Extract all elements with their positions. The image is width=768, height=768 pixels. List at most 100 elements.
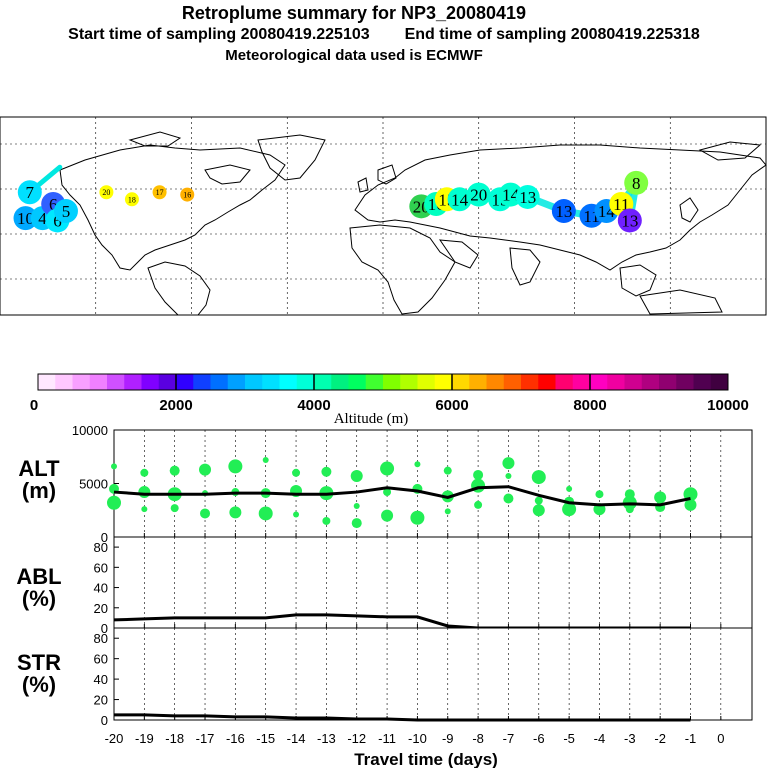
colorbar-swatch <box>538 374 556 390</box>
southeast-asia-coast <box>619 264 657 297</box>
alt-scatter-point <box>383 488 392 497</box>
plume-marker-label: 7 <box>26 183 35 202</box>
abl-title: ABL <box>16 564 62 589</box>
plume-marker-label: 11 <box>613 195 629 214</box>
str-unit: (%) <box>21 672 57 697</box>
colorbar-swatch <box>89 374 108 390</box>
colorbar-tick-label: 0 <box>30 397 38 414</box>
alt-scatter-point <box>503 493 514 504</box>
x-tick-label: 0 <box>717 731 724 746</box>
x-tick-label: -6 <box>533 731 545 746</box>
abl-panel: 0 20 40 60 80 <box>94 536 753 636</box>
colorbar-swatch <box>331 374 349 390</box>
colorbar-swatch <box>572 374 591 390</box>
alt-scatter-point <box>293 511 300 518</box>
colorbar-swatch <box>417 374 436 390</box>
plume-marker-label: 14 <box>502 186 520 205</box>
alt-scatter-point <box>353 502 360 509</box>
x-tick-label: -12 <box>347 731 366 746</box>
x-axis-labels: -20 -19 -18 -17 -16 -15 -14 -13 -12 -11 -10 -9 -8 -7-… <box>105 731 725 768</box>
plume-marker-small <box>180 187 195 202</box>
abl-panel-label: ABL (%) <box>4 566 74 610</box>
alt-scatter-point <box>107 495 121 510</box>
plume-marker-label: 10 <box>17 209 34 228</box>
alt-scatter-point <box>351 518 362 529</box>
x-tick-label: -15 <box>256 731 275 746</box>
colorbar-swatch <box>107 374 125 390</box>
hudson-bay-coast <box>204 164 251 185</box>
colorbar-swatch <box>72 374 91 390</box>
colorbar-frame <box>37 373 729 391</box>
colorbar-swatch <box>486 374 505 390</box>
plume-marker <box>624 170 649 195</box>
altitude-colorbar: 0 2000 4000 6000 8000 10000 <box>30 373 749 414</box>
plume-marker-label: 8 <box>632 174 641 193</box>
x-tick-label: -13 <box>317 731 336 746</box>
colorbar-tick-label: 6000 <box>435 397 468 414</box>
alt-panel-label: ALT (m) <box>4 458 74 502</box>
x-tick-label: -5 <box>563 731 575 746</box>
plume-marker-label: 6 <box>49 195 58 214</box>
colorbar-swatch <box>641 374 660 390</box>
africa-coast <box>349 224 456 315</box>
plume-marker-label: 20 <box>470 186 487 205</box>
south-america-coast <box>147 261 211 316</box>
x-tick-label: -7 <box>503 731 515 746</box>
colorbar-swatch <box>590 374 608 390</box>
plume-marker-small-label: 16 <box>183 191 191 200</box>
alt-scatter-point <box>169 465 180 476</box>
alt-scatter-point <box>200 508 211 519</box>
alt-scatter-point <box>381 509 394 522</box>
x-tick-label: -10 <box>408 731 427 746</box>
colorbar-swatch <box>279 374 298 390</box>
alt-scatter-point <box>410 510 425 525</box>
alt-scatter-point <box>654 491 667 504</box>
colorbar-swatch <box>693 374 712 390</box>
plume-marker <box>13 206 38 231</box>
plume-marker-small-label: 18 <box>128 195 136 204</box>
colorbar-tick-label: 10000 <box>707 397 749 414</box>
panel-frame <box>113 536 753 629</box>
alt-title: ALT <box>18 456 60 481</box>
x-tick-label: -2 <box>654 731 666 746</box>
str-panel: 0 20 40 60 80 <box>94 627 753 728</box>
colorbar-swatch <box>607 374 625 390</box>
y-tick-label: 0 <box>101 530 108 545</box>
plume-marker-label: 6 <box>53 211 62 230</box>
plume-marker-small <box>124 192 139 207</box>
alt-scatter-point <box>140 468 149 477</box>
colorbar-swatch <box>676 374 694 390</box>
x-tick-label: -14 <box>287 731 306 746</box>
plume-marker <box>53 199 78 224</box>
colorbar-swatch <box>227 374 246 390</box>
plume-marker <box>551 199 576 224</box>
world-map: 1074665201615142015141313111411813201817… <box>0 116 767 316</box>
alt-scatter-point <box>138 486 151 499</box>
abl-unit: (%) <box>21 586 57 611</box>
x-tick-label: -11 <box>378 731 396 746</box>
y-tick-label: 80 <box>94 631 108 646</box>
plume-marker <box>447 187 472 212</box>
colorbar-tick-label: 8000 <box>573 397 606 414</box>
eurasia-coast <box>354 144 767 271</box>
alt-scatter-point <box>199 463 212 476</box>
india-coast <box>509 247 541 286</box>
plume-marker-label: 4 <box>38 209 47 228</box>
colorbar-swatch <box>296 374 315 390</box>
x-tick-label: -8 <box>472 731 484 746</box>
y-tick-label: 10000 <box>72 423 108 438</box>
colorbar-swatch <box>158 374 177 390</box>
arabia-coast <box>438 239 479 269</box>
y-tick-label: 60 <box>94 560 108 575</box>
alt-scatter-point <box>596 509 603 516</box>
alt-scatter-point <box>350 470 363 483</box>
str-series-line <box>114 713 691 722</box>
alt-unit: (m) <box>21 478 57 503</box>
x-tick-label: -1 <box>685 731 697 746</box>
x-tick-label: -17 <box>196 731 215 746</box>
alt-scatter-point <box>141 506 148 513</box>
alt-scatter-point <box>228 459 243 474</box>
alt-series-line <box>113 485 691 507</box>
